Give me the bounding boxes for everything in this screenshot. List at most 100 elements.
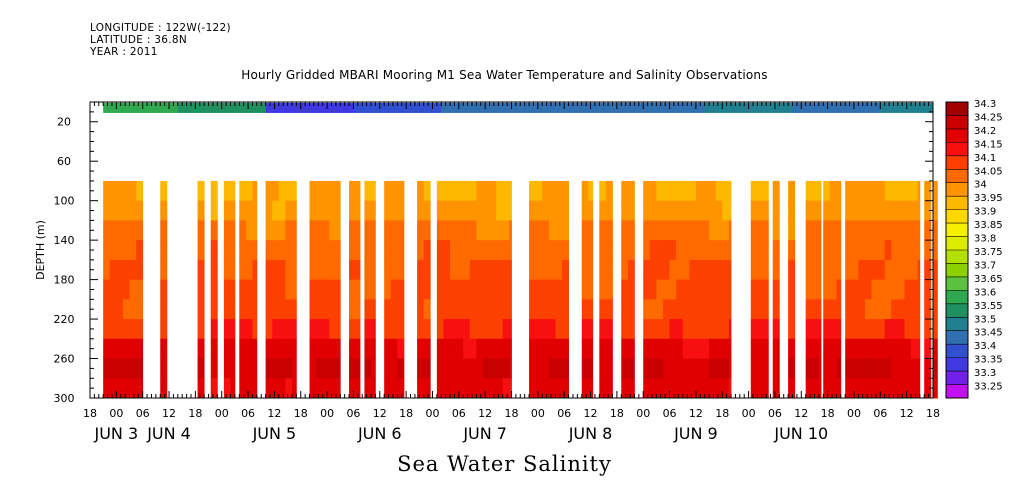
salinity-cell [621,319,629,340]
salinity-cell [535,220,543,241]
salinity-cell [456,200,464,221]
salinity-cell [897,180,905,202]
salinity-cell [129,279,137,300]
salinity-cell [763,180,769,202]
salinity-cell [489,259,497,280]
salinity-cell [627,338,635,359]
salinity-cell [561,378,569,399]
salinity-cell [845,259,853,280]
salinity-cell [443,259,451,280]
salinity-cell [384,319,392,340]
colorbar-label: 34.3 [974,99,996,110]
salinity-cell [384,220,392,241]
x-hour-label: 06 [873,407,887,420]
salinity-cell [845,338,853,359]
salinity-cell [829,378,837,399]
salinity-cell [109,180,117,202]
salinity-cell [335,259,341,280]
salinity-cell [911,378,919,399]
salinity-cell [116,220,124,241]
salinity-cell [891,378,899,399]
salinity-cell [272,200,280,221]
colorbar-label: 34.2 [974,126,996,137]
salinity-cell [871,358,879,379]
salinity-cell [605,358,613,379]
salinity-cell [109,378,117,399]
salinity-cell [384,200,392,221]
salinity-cell [355,338,361,359]
salinity-cell [709,220,717,241]
salinity-cell [223,378,231,399]
salinity-cell [160,200,168,221]
salinity-cell [122,279,130,300]
salinity-cell [476,378,484,399]
salinity-cell [836,279,842,300]
salinity-cell [417,338,425,359]
salinity-cell [763,240,769,261]
salinity-cell [878,220,886,241]
salinity-cell [272,358,280,379]
salinity-cell [230,220,236,241]
colorbar-label: 33.35 [974,355,1003,366]
salinity-cell [278,200,286,221]
salinity-cell [864,220,872,241]
salinity-cell [715,240,723,261]
salinity-cell [476,279,484,300]
salinity-cell [390,200,398,221]
salinity-cell [509,259,512,280]
salinity-cell [309,180,317,202]
salinity-cell [278,240,286,261]
salinity-cell [489,299,497,320]
salinity-cell [702,200,710,221]
colorbar-swatch [946,250,968,264]
salinity-cell [669,259,677,280]
salinity-cell [599,358,607,379]
salinity-cell [788,358,796,379]
salinity-cell [695,220,703,241]
salinity-cell [812,200,820,221]
salinity-cell [836,299,842,320]
salinity-cell [329,240,337,261]
salinity-cell [450,378,458,399]
salinity-cell [349,240,357,261]
salinity-cell [555,180,563,202]
salinity-cell [109,279,117,300]
salinity-cell [136,240,144,261]
salinity-cell [316,358,324,379]
colorbar-label: 33.95 [974,193,1003,204]
salinity-cell [542,200,550,221]
salinity-cell [682,279,690,300]
salinity-cell [599,259,607,280]
salinity-cell [904,378,912,399]
salinity-cell [489,358,497,379]
salinity-cell [662,378,670,399]
salinity-cell [542,338,550,359]
salinity-cell [561,200,569,221]
salinity-cell [122,378,130,399]
salinity-cell [122,338,130,359]
salinity-cell [649,319,657,340]
colorbar-swatch [946,344,968,358]
salinity-cell [924,240,932,261]
salinity-cell [456,358,464,379]
salinity-cell [309,338,317,359]
colorbar-label: 33.6 [974,287,996,298]
salinity-cell [715,319,723,340]
salinity-cell [265,279,273,300]
salinity-cell [656,180,664,202]
salinity-cell [864,200,872,221]
salinity-cell [496,200,504,221]
salinity-cell [469,200,477,221]
salinity-cell [489,279,497,300]
salinity-cell [676,378,684,399]
colorbar-swatch [946,236,968,251]
salinity-cell [509,338,512,359]
salinity-cell [529,378,537,399]
x-hour-label: 00 [636,407,650,420]
x-hour-label: 18 [188,407,202,420]
salinity-cell [349,338,357,359]
salinity-cell [371,338,376,359]
salinity-cell [322,319,330,340]
salinity-cell [689,378,697,399]
salinity-cell [871,200,879,221]
